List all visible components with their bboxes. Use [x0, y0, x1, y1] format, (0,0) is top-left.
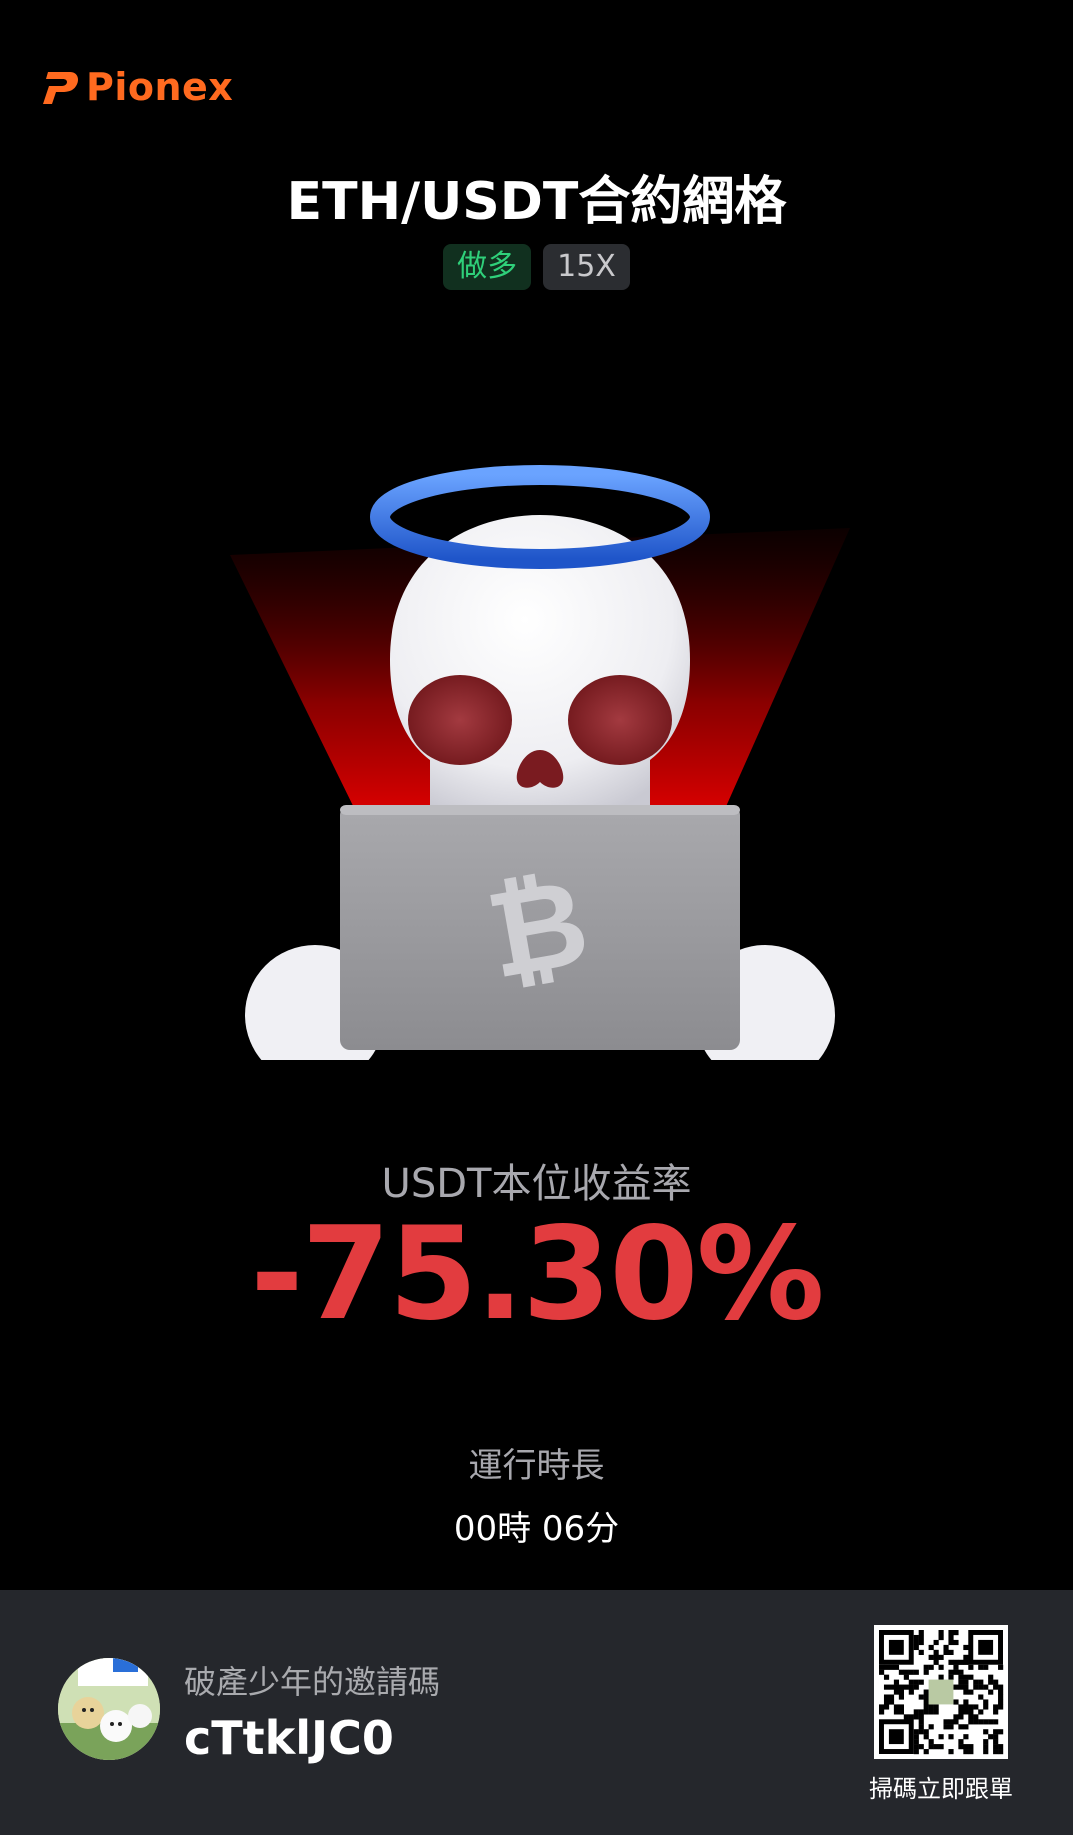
skull-with-halo-laptop-bitcoin-icon: ₿ [230, 465, 850, 1060]
bot-tags: 做多 15X [0, 244, 1073, 290]
return-label: USDT本位收益率 [381, 1161, 692, 1207]
qr-caption: 掃碼立即跟單 [869, 1775, 1013, 1803]
svg-text:₿: ₿ [478, 853, 598, 1007]
qr-code-icon[interactable] [874, 1625, 1008, 1759]
runtime-value: 00時 06分 [453, 1509, 620, 1549]
bot-title: ETH/USDT合約網格 [286, 172, 787, 232]
return-value: -75.30% [250, 1200, 824, 1349]
avatar-illustration-icon [58, 1658, 160, 1760]
leverage-tag: 15X [543, 244, 630, 290]
pionex-logo-icon [43, 72, 78, 104]
brand-name: Pionex [86, 65, 234, 109]
direction-tag: 做多 [443, 244, 532, 290]
invite-code: cTtklJC0 [184, 1711, 394, 1765]
invite-footer: 破產少年的邀請碼 cTtklJC0 掃碼立即跟單 [0, 1590, 1073, 1835]
brand-logo: Pionex [40, 66, 233, 108]
user-avatar [58, 1658, 160, 1760]
runtime-label: 運行時長 [468, 1446, 605, 1486]
invite-label: 破產少年的邀請碼 [184, 1663, 441, 1701]
